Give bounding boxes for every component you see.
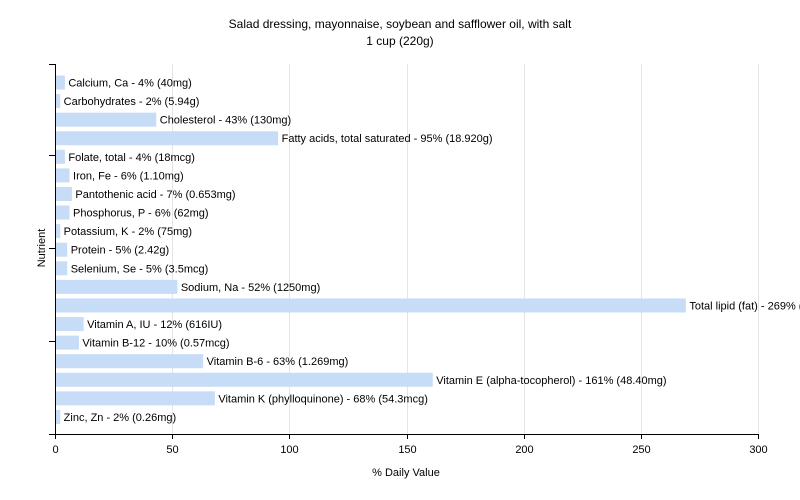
chart-title: Salad dressing, mayonnaise, soybean and …: [228, 17, 572, 31]
bar: [55, 279, 178, 294]
x-tick-label: 300: [749, 444, 767, 456]
x-tick-label: 200: [515, 444, 533, 456]
chart-subtitle: 1 cup (220g): [366, 34, 434, 48]
bar-label: Sodium, Na - 52% (1250mg): [181, 282, 320, 294]
bar: [55, 409, 61, 424]
x-tick-label: 50: [166, 444, 178, 456]
x-tick-label: 150: [398, 444, 416, 456]
x-tick-label: 0: [52, 444, 58, 456]
bar-label: Iron, Fe - 6% (1.10mg): [73, 170, 184, 182]
bar-label: Potassium, K - 2% (75mg): [64, 226, 192, 238]
bar: [55, 131, 279, 146]
bar-label: Carbohydrates - 2% (5.94g): [64, 96, 200, 108]
bar: [55, 112, 157, 127]
grid-lines: [172, 64, 759, 434]
bar: [55, 149, 65, 164]
x-tick-label: 250: [632, 444, 650, 456]
bar: [55, 261, 68, 276]
bar-label: Vitamin A, IU - 12% (616IU): [87, 319, 222, 331]
bar-label: Phosphorus, P - 6% (62mg): [73, 208, 209, 220]
bar: [55, 186, 72, 201]
bar-label: Zinc, Zn - 2% (0.26mg): [64, 412, 176, 424]
bar: [55, 317, 84, 332]
bar-label: Protein - 5% (2.42g): [71, 245, 169, 257]
bar: [55, 372, 433, 387]
bar-label: Pantothenic acid - 7% (0.653mg): [75, 189, 235, 201]
bar-label: Folate, total - 4% (18mcg): [68, 152, 195, 164]
bars: Calcium, Ca - 4% (40mg) Carbohydrates - 2…: [55, 75, 800, 424]
bar: [55, 298, 686, 313]
bar-label: Vitamin E (alpha-tocopherol) - 161% (48.…: [436, 375, 666, 387]
bar-label: Vitamin B-6 - 63% (1.269mg): [207, 356, 349, 368]
bar: [55, 335, 79, 350]
x-axis-label: % Daily Value: [372, 467, 440, 479]
bar-label: Cholesterol - 43% (130mg): [160, 115, 291, 127]
bar-label: Calcium, Ca - 4% (40mg): [68, 78, 191, 90]
bar-label: Vitamin K (phylloquinone) - 68% (54.3mcg…: [218, 393, 428, 405]
bar: [55, 354, 204, 369]
bar-label: Fatty acids, total saturated - 95% (18.9…: [282, 133, 493, 145]
bar-label: Total lipid (fat) - 269% (174.68g): [689, 300, 800, 312]
bar: [55, 205, 70, 220]
x-tick-label: 100: [280, 444, 298, 456]
bar: [55, 242, 68, 257]
bar: [55, 75, 65, 90]
bar: [55, 224, 61, 239]
y-axis-label: Nutrient: [36, 229, 48, 268]
bar-label: Vitamin B-12 - 10% (0.57mcg): [82, 338, 229, 350]
bar-label: Selenium, Se - 5% (3.5mcg): [71, 263, 209, 275]
bar: [55, 168, 70, 183]
bar: [55, 94, 61, 109]
axes: 0 50 100 150 200 250 300: [49, 64, 768, 456]
bar: [55, 391, 215, 406]
